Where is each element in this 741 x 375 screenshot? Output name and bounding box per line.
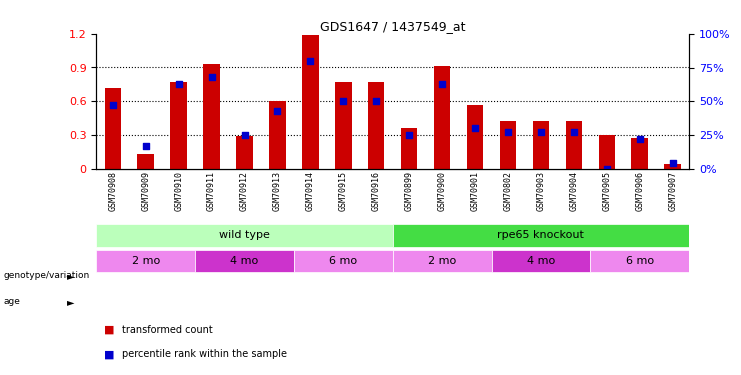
Point [337, 98, 349, 104]
Text: 4 mo: 4 mo [230, 256, 259, 266]
Text: GSM70903: GSM70903 [536, 171, 545, 211]
Point [173, 81, 185, 87]
Point [469, 125, 481, 131]
Text: GSM70899: GSM70899 [405, 171, 413, 211]
Bar [467, 105, 483, 169]
Point [107, 102, 119, 108]
Text: GSM70900: GSM70900 [438, 171, 447, 211]
Bar [393, 249, 491, 273]
Text: GSM70906: GSM70906 [635, 171, 644, 211]
Point [206, 74, 218, 80]
Bar [96, 249, 195, 273]
Point [601, 166, 613, 172]
Text: 2 mo: 2 mo [132, 256, 160, 266]
Point [634, 136, 645, 142]
Point [667, 160, 679, 166]
Text: percentile rank within the sample: percentile rank within the sample [122, 350, 288, 359]
Bar [302, 35, 319, 169]
Text: ■: ■ [104, 325, 114, 335]
Bar [599, 135, 615, 169]
Point [239, 132, 250, 138]
Text: GSM70904: GSM70904 [569, 171, 579, 211]
Text: GSM70907: GSM70907 [668, 171, 677, 211]
Bar [96, 224, 393, 247]
Text: rpe65 knockout: rpe65 knockout [497, 231, 585, 240]
Bar [434, 66, 451, 169]
Bar [393, 224, 689, 247]
Bar [170, 82, 187, 169]
Text: wild type: wild type [219, 231, 270, 240]
Text: 4 mo: 4 mo [527, 256, 555, 266]
Bar [368, 82, 385, 169]
Point [140, 143, 152, 149]
Text: GSM70910: GSM70910 [174, 171, 183, 211]
Text: ■: ■ [104, 350, 114, 359]
Bar [269, 101, 286, 169]
Text: GSM70909: GSM70909 [142, 171, 150, 211]
Text: GSM70912: GSM70912 [240, 171, 249, 211]
Text: GSM70911: GSM70911 [207, 171, 216, 211]
Text: age: age [4, 297, 21, 306]
Bar [565, 122, 582, 169]
Bar [236, 136, 253, 169]
Bar [104, 88, 121, 169]
Text: GSM70908: GSM70908 [108, 171, 117, 211]
Point [502, 129, 514, 135]
Text: 6 mo: 6 mo [625, 256, 654, 266]
Bar [591, 249, 689, 273]
Title: GDS1647 / 1437549_at: GDS1647 / 1437549_at [320, 20, 465, 33]
Text: GSM70901: GSM70901 [471, 171, 479, 211]
Bar [499, 122, 516, 169]
Text: ►: ► [67, 297, 74, 307]
Point [535, 129, 547, 135]
Point [403, 132, 415, 138]
Point [370, 98, 382, 104]
Bar [631, 138, 648, 169]
Bar [533, 122, 549, 169]
Bar [491, 249, 591, 273]
Text: GSM70802: GSM70802 [503, 171, 513, 211]
Bar [665, 164, 681, 169]
Bar [294, 249, 393, 273]
Bar [335, 82, 351, 169]
Text: GSM70916: GSM70916 [372, 171, 381, 211]
Text: genotype/variation: genotype/variation [4, 271, 90, 280]
Text: 2 mo: 2 mo [428, 256, 456, 266]
Text: ►: ► [67, 271, 74, 280]
Text: transformed count: transformed count [122, 325, 213, 335]
Point [271, 108, 283, 114]
Bar [138, 154, 154, 169]
Point [436, 81, 448, 87]
Text: GSM70915: GSM70915 [339, 171, 348, 211]
Point [568, 129, 579, 135]
Text: GSM70905: GSM70905 [602, 171, 611, 211]
Text: GSM70913: GSM70913 [273, 171, 282, 211]
Bar [195, 249, 294, 273]
Point [305, 58, 316, 64]
Bar [203, 64, 220, 169]
Text: 6 mo: 6 mo [329, 256, 357, 266]
Bar [401, 128, 417, 169]
Text: GSM70914: GSM70914 [306, 171, 315, 211]
